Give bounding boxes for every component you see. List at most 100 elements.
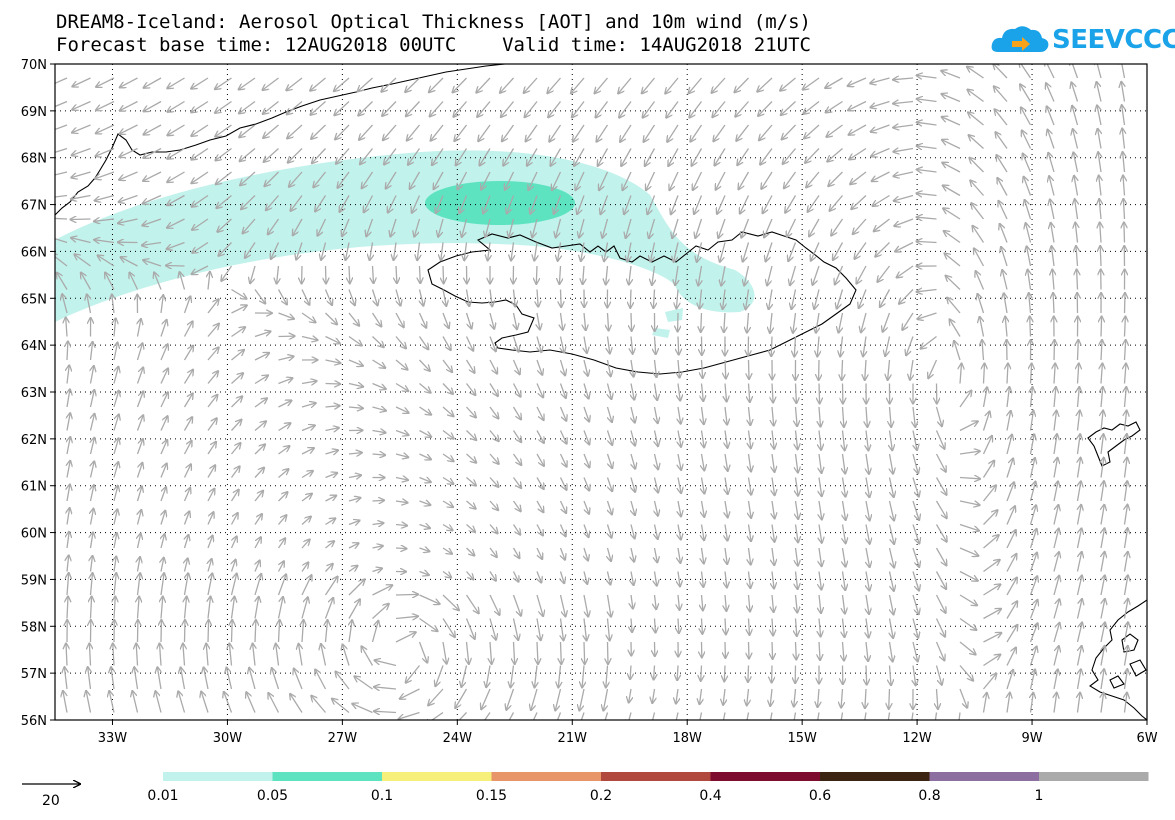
wind-arrow (348, 335, 362, 346)
wind-arrow (207, 512, 214, 525)
wind-arrow (372, 431, 386, 433)
wind-arrow (1054, 364, 1055, 384)
wind-arrow (456, 148, 468, 166)
wind-arrow (191, 100, 209, 113)
wind-arrow (1125, 505, 1128, 525)
wind-arrow (917, 122, 937, 125)
wind-arrow (340, 195, 350, 212)
wind-arrow (935, 477, 947, 495)
wind-arrow (161, 511, 165, 525)
wind-arrow (561, 336, 565, 353)
wind-arrow (215, 124, 232, 137)
wind-arrow (443, 289, 446, 306)
wind-arrow (362, 646, 374, 666)
wind-arrow (442, 406, 454, 416)
wind-arrow (143, 171, 162, 181)
wind-arrow (747, 688, 749, 705)
wind-arrow (489, 453, 499, 464)
wind-arrow (71, 196, 91, 200)
wind-arrow (942, 140, 961, 150)
wind-arrow (618, 77, 632, 93)
wind-arrow (254, 398, 267, 408)
wind-arrow (395, 478, 408, 481)
wind-arrow (1078, 481, 1081, 502)
wind-arrow (293, 218, 303, 235)
wind-arrow (665, 77, 679, 94)
lat-tick-label: 62N (21, 433, 47, 448)
colorbar-swatch (820, 772, 930, 781)
wind-arrow (959, 641, 976, 655)
wind-arrow (277, 561, 284, 572)
wind-arrow (161, 534, 165, 549)
wind-arrow (1123, 152, 1125, 173)
wind-arrow (583, 383, 589, 399)
wind-arrow (608, 524, 612, 538)
wind-arrow (702, 547, 704, 564)
wind-arrow (465, 594, 479, 613)
wind-arrow (232, 560, 236, 572)
wind-arrow (338, 171, 350, 188)
wind-arrow (1005, 317, 1007, 337)
wind-arrow (207, 465, 215, 478)
wind-arrow (630, 665, 631, 680)
wind-arrow (72, 124, 91, 133)
wind-arrow (1076, 646, 1082, 666)
wind-arrow (793, 312, 796, 333)
wind-arrow (1021, 107, 1032, 126)
scotland-islands (1109, 633, 1147, 689)
wind-arrow (1006, 482, 1014, 502)
wind-arrow (325, 406, 340, 407)
wind-arrow (536, 430, 544, 444)
wind-arrow (395, 525, 407, 526)
wind-arrow (1101, 669, 1104, 690)
wind-arrow (871, 147, 890, 157)
wind-arrow (370, 242, 373, 261)
wind-arrow (712, 101, 726, 118)
wind-arrow (655, 336, 656, 355)
wind-arrow (221, 265, 233, 281)
wind-arrow (254, 574, 261, 596)
wind-arrow (819, 641, 820, 660)
wind-arrow (419, 594, 440, 604)
wind-arrow (718, 218, 726, 238)
wind-arrow (1050, 199, 1055, 220)
wind-arrow (489, 571, 496, 581)
wind-arrow (371, 621, 379, 643)
wind-arrow (465, 312, 472, 329)
lon-tick-label: 30W (213, 731, 243, 746)
wind-arrow (136, 343, 143, 361)
wind-arrow (917, 75, 937, 78)
wind-arrow (1022, 131, 1032, 149)
wind-arrow (1125, 481, 1128, 502)
wind-arrow (230, 466, 240, 478)
wind-arrow (583, 453, 589, 467)
wind-arrow (912, 430, 917, 451)
wind-arrow (272, 668, 280, 690)
wind-arrow (796, 641, 797, 660)
wind-arrow (794, 688, 796, 707)
wind-arrow (969, 135, 984, 149)
longitude-labels: 33W 30W 27W 24W 21W 18W 15W 12W 9W 6W (98, 731, 1158, 746)
wind-arrow (552, 171, 562, 190)
wind-arrow (419, 572, 429, 576)
wind-arrow (902, 312, 914, 330)
wind-arrow (442, 618, 455, 638)
wind-arrow (325, 450, 339, 454)
wind-arrow (935, 500, 947, 518)
wind-arrow (843, 524, 846, 544)
wind-arrow (1101, 340, 1102, 361)
scotland-coast (1089, 599, 1147, 720)
wind-arrow (240, 171, 256, 185)
wind-arrow (277, 597, 284, 619)
wind-arrow (372, 382, 386, 390)
wind-arrow (826, 100, 843, 113)
wind-arrow (185, 573, 189, 596)
wind-arrow (959, 421, 978, 432)
wind-arrow (325, 473, 338, 478)
wind-arrow (185, 535, 189, 549)
wind-arrow (67, 532, 69, 549)
wind-arrow (935, 618, 946, 637)
wind-arrow (1026, 223, 1032, 243)
wind-arrow (843, 430, 845, 451)
wind-arrow (1097, 105, 1102, 126)
